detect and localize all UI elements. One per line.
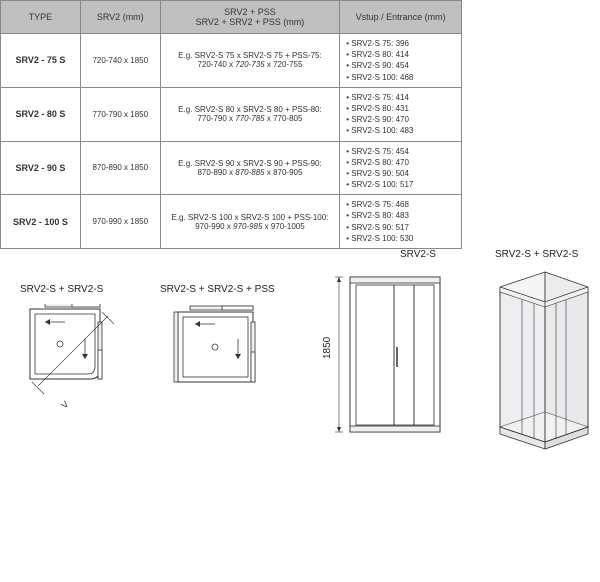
th-type: TYPE [1,1,81,34]
entrance-line: • SRV2-S 100: 468 [346,72,457,83]
combo-dim: 720-740 x 720-735 x 720-755 [165,60,336,69]
table-row: SRV2 - 90 S870-890 x 1850E.g. SRV2-S 90 … [1,141,462,195]
diag2-plan [160,304,280,424]
diag3-elevation [335,267,445,447]
table-row: SRV2 - 75 S720-740 x 1850E.g. SRV2-S 75 … [1,34,462,88]
entrance-line: • SRV2-S 90: 504 [346,168,457,179]
entrance-line: • SRV2-S 80: 431 [346,103,457,114]
entrance-line: • SRV2-S 90: 454 [346,60,457,71]
cell-combo: E.g. SRV2-S 80 x SRV2-S 80 + PSS-80:770-… [160,87,340,141]
diag1-plan: V [10,304,130,434]
entrance-line: • SRV2-S 75: 396 [346,38,457,49]
th-combo-l1: SRV2 + PSS [165,7,336,17]
combo-eg: E.g. SRV2-S 100 x SRV2-S 100 + PSS-100: [165,213,336,222]
cell-combo: E.g. SRV2-S 100 x SRV2-S 100 + PSS-100:9… [160,195,340,249]
cell-entrance: • SRV2-S 75: 454• SRV2-S 80: 470• SRV2-S… [340,141,462,195]
th-combo: SRV2 + PSS SRV2 + SRV2 + PSS (mm) [160,1,340,34]
height-dim-label: 1850 [322,337,333,359]
diag3-label: SRV2-S [400,249,436,260]
cell-type: SRV2 - 100 S [1,195,81,249]
combo-eg: E.g. SRV2-S 90 x SRV2-S 90 + PSS-90: [165,159,336,168]
diag4-iso [480,267,595,452]
diag4-label: SRV2-S + SRV2-S [495,249,578,260]
cell-entrance: • SRV2-S 75: 396• SRV2-S 80: 414• SRV2-S… [340,34,462,88]
combo-dim: 770-790 x 770-785 x 770-805 [165,114,336,123]
cell-entrance: • SRV2-S 75: 414• SRV2-S 80: 431• SRV2-S… [340,87,462,141]
entrance-line: • SRV2-S 90: 517 [346,222,457,233]
table-row: SRV2 - 100 S970-990 x 1850E.g. SRV2-S 10… [1,195,462,249]
diag2-label: SRV2-S + SRV2-S + PSS [160,284,275,295]
table-row: SRV2 - 80 S770-790 x 1850E.g. SRV2-S 80 … [1,87,462,141]
th-entrance: Vstup / Entrance (mm) [340,1,462,34]
combo-eg: E.g. SRV2-S 75 x SRV2-S 75 + PSS-75: [165,51,336,60]
entrance-line: • SRV2-S 75: 414 [346,92,457,103]
diagrams-area: SRV2-S + SRV2-S SRV2-S + SRV2-S + PSS SR… [0,249,600,479]
entrance-line: • SRV2-S 100: 483 [346,125,457,136]
entrance-line: • SRV2-S 90: 470 [346,114,457,125]
cell-srv2: 870-890 x 1850 [80,141,160,195]
entrance-line: • SRV2-S 100: 517 [346,179,457,190]
spec-table: TYPE SRV2 (mm) SRV2 + PSS SRV2 + SRV2 + … [0,0,462,249]
th-combo-l2: SRV2 + SRV2 + PSS (mm) [165,17,336,27]
cell-type: SRV2 - 75 S [1,34,81,88]
table-body: SRV2 - 75 S720-740 x 1850E.g. SRV2-S 75 … [1,34,462,249]
combo-dim: 870-890 x 870-885 x 870-905 [165,168,336,177]
combo-eg: E.g. SRV2-S 80 x SRV2-S 80 + PSS-80: [165,105,336,114]
svg-text:V: V [59,399,70,410]
cell-combo: E.g. SRV2-S 75 x SRV2-S 75 + PSS-75:720-… [160,34,340,88]
cell-entrance: • SRV2-S 75: 468• SRV2-S 80: 483• SRV2-S… [340,195,462,249]
diag1-label: SRV2-S + SRV2-S [20,284,103,295]
cell-combo: E.g. SRV2-S 90 x SRV2-S 90 + PSS-90:870-… [160,141,340,195]
cell-srv2: 770-790 x 1850 [80,87,160,141]
cell-type: SRV2 - 80 S [1,87,81,141]
entrance-line: • SRV2-S 75: 454 [346,146,457,157]
cell-srv2: 720-740 x 1850 [80,34,160,88]
entrance-line: • SRV2-S 80: 470 [346,157,457,168]
cell-type: SRV2 - 90 S [1,141,81,195]
entrance-line: • SRV2-S 80: 414 [346,49,457,60]
combo-dim: 970-990 x 970-985 x 970-1005 [165,222,336,231]
entrance-line: • SRV2-S 100: 530 [346,233,457,244]
cell-srv2: 970-990 x 1850 [80,195,160,249]
table-header-row: TYPE SRV2 (mm) SRV2 + PSS SRV2 + SRV2 + … [1,1,462,34]
entrance-line: • SRV2-S 75: 468 [346,199,457,210]
entrance-line: • SRV2-S 80: 483 [346,210,457,221]
th-srv2: SRV2 (mm) [80,1,160,34]
